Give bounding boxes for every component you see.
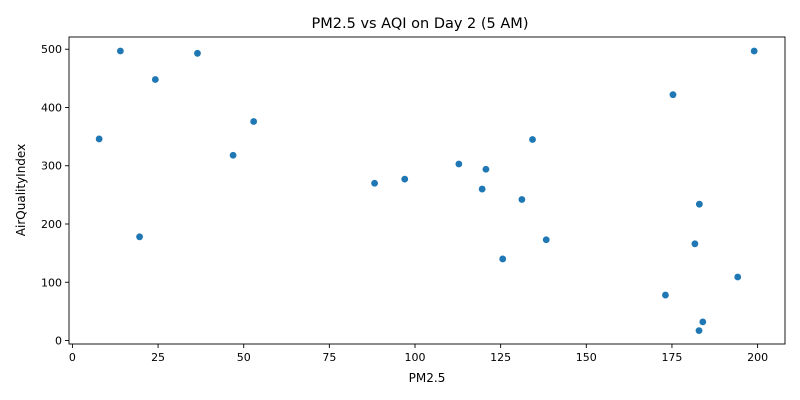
y-tick-label: 200 (41, 218, 62, 231)
data-point (401, 175, 409, 183)
y-tick-label: 400 (41, 101, 62, 114)
x-tick-label: 125 (490, 351, 511, 364)
data-point (662, 291, 669, 299)
data-point (529, 136, 536, 143)
x-axis-label: PM2.5 (409, 371, 446, 385)
x-tick-label: 50 (237, 351, 251, 364)
plot-frame (68, 36, 786, 345)
data-point (136, 233, 143, 241)
x-tick-label: 175 (661, 351, 682, 364)
data-point (669, 91, 677, 99)
data-point (116, 47, 124, 55)
x-tick-label: 150 (576, 351, 597, 364)
y-tick-label: 0 (55, 335, 62, 348)
data-point (699, 318, 707, 326)
plot-area (95, 47, 758, 335)
data-point (695, 200, 703, 208)
data-point (229, 151, 237, 159)
data-point (695, 327, 703, 335)
x-tick-label: 0 (69, 351, 76, 364)
y-tick-label: 300 (41, 160, 62, 173)
data-point (734, 273, 742, 281)
x-tick-label: 200 (747, 351, 768, 364)
data-point (518, 196, 526, 203)
x-tick-label: 25 (151, 351, 165, 364)
y-tick-label: 100 (41, 276, 62, 289)
y-axis-label: AirQualityIndex (14, 144, 28, 236)
data-point (750, 47, 758, 55)
x-tick-label: 75 (322, 351, 336, 364)
data-point (691, 240, 699, 248)
data-point (542, 236, 550, 244)
data-point (371, 179, 378, 187)
x-tick-label: 100 (405, 351, 426, 364)
chart-title: PM2.5 vs AQI on Day 2 (5 AM) (312, 16, 529, 32)
data-point (478, 185, 486, 193)
data-point (250, 118, 258, 125)
y-tick-label: 500 (41, 43, 62, 56)
data-point (455, 160, 463, 168)
data-point (194, 49, 201, 57)
data-point (482, 165, 490, 173)
data-point (151, 76, 159, 83)
data-point (499, 255, 507, 263)
data-point (95, 135, 103, 143)
